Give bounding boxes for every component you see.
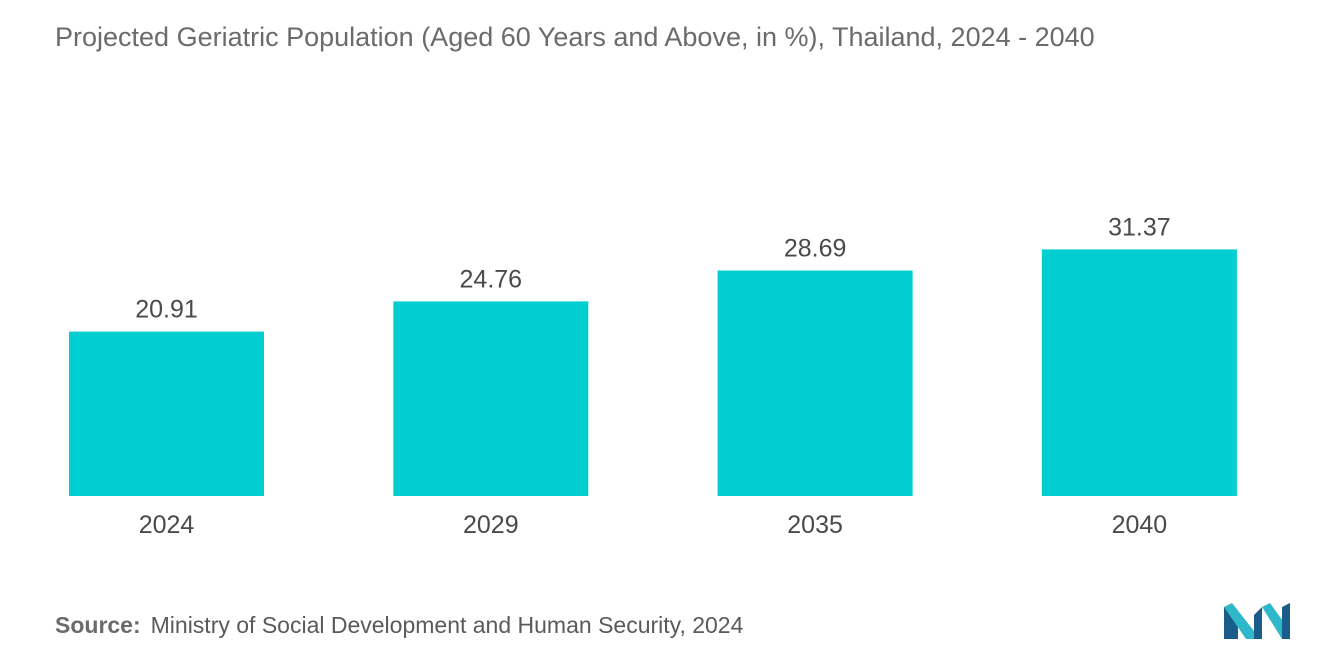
bar-2040 xyxy=(1041,249,1237,496)
bar-2029 xyxy=(393,301,589,496)
value-label-2029: 24.76 xyxy=(460,265,523,293)
mordor-logo-icon xyxy=(1224,603,1290,639)
chart-title: Projected Geriatric Population (Aged 60 … xyxy=(55,22,1095,52)
source-line: Source: Ministry of Social Development an… xyxy=(55,612,743,639)
source-label: Source: xyxy=(55,612,141,638)
value-label-2035: 28.69 xyxy=(784,235,847,263)
x-tick-label-2024: 2024 xyxy=(139,511,195,539)
value-label-2024: 20.91 xyxy=(135,296,198,324)
x-tick-label-2035: 2035 xyxy=(787,511,843,539)
x-tick-label-2040: 2040 xyxy=(1112,511,1168,539)
value-label-2040: 31.37 xyxy=(1108,213,1171,241)
bar-2035 xyxy=(717,270,913,496)
x-tick-label-2029: 2029 xyxy=(463,511,519,539)
source-text: Ministry of Social Development and Human… xyxy=(150,612,744,638)
bar-chart: 20.91 2024 24.76 2029 28.69 2035 31.37 2040 xyxy=(69,213,1237,539)
bar-2024 xyxy=(69,331,264,496)
